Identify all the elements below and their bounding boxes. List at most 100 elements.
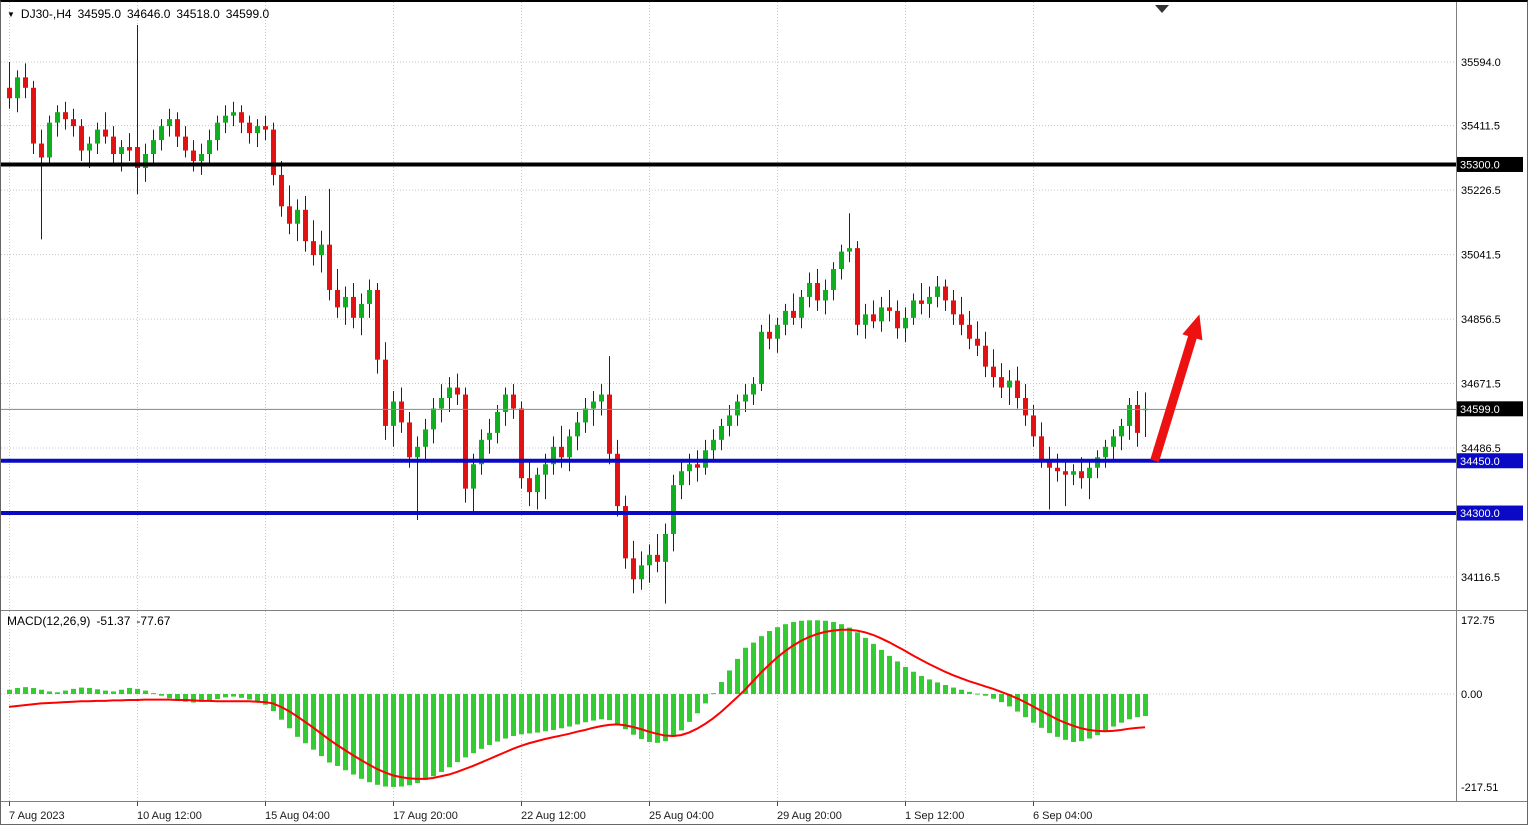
macd-histogram-bar bbox=[631, 694, 636, 735]
axis-label: 34856.5 bbox=[1461, 314, 1501, 326]
macd-histogram-bar bbox=[719, 682, 724, 694]
symbol-info: ▼ DJ30-,H4 34595.0 34646.0 34518.0 34599.0 bbox=[7, 7, 275, 21]
axis-label: 34671.5 bbox=[1461, 379, 1501, 391]
bear-candle-body bbox=[791, 310, 796, 318]
macd-histogram-bar bbox=[399, 694, 404, 787]
macd-histogram-bar bbox=[559, 694, 564, 729]
bull-candle-body bbox=[759, 331, 764, 385]
bull-candle-body bbox=[639, 565, 644, 580]
macd-main-value: -51.37 bbox=[96, 614, 131, 628]
macd-indicator-label: MACD(12,26,9) -51.37 -77.67 bbox=[7, 614, 176, 628]
macd-histogram-bar bbox=[519, 694, 524, 735]
bear-candle-body bbox=[335, 289, 340, 308]
macd-histogram-bar bbox=[351, 694, 356, 775]
bull-candle-body bbox=[543, 464, 548, 475]
macd-histogram-bar bbox=[1111, 694, 1116, 727]
macd-histogram-bar bbox=[415, 694, 420, 784]
macd-histogram-bar bbox=[39, 689, 44, 694]
macd-histogram-bar bbox=[647, 694, 652, 742]
symbol-marker-icon: ▼ bbox=[7, 10, 15, 19]
time-axis-label: 22 Aug 12:00 bbox=[521, 810, 586, 822]
symbol-period-label: DJ30-,H4 bbox=[20, 7, 72, 21]
macd-histogram-bar bbox=[343, 694, 348, 771]
macd-signal-value: -77.67 bbox=[136, 614, 171, 628]
bear-candle-body bbox=[1031, 415, 1036, 437]
macd-histogram-bar bbox=[383, 694, 388, 787]
macd-histogram-bar bbox=[871, 643, 876, 694]
bull-candle-body bbox=[151, 140, 156, 155]
macd-histogram-bar bbox=[47, 691, 52, 694]
macd-histogram-bar bbox=[1031, 694, 1036, 723]
bull-candle-body bbox=[231, 112, 236, 116]
macd-histogram-bar bbox=[103, 690, 108, 694]
bull-candle-body bbox=[479, 439, 484, 465]
bull-candle-body bbox=[839, 251, 844, 270]
macd-histogram-bar bbox=[1119, 694, 1124, 723]
bear-candle-body bbox=[311, 241, 316, 256]
time-axis-label: 17 Aug 20:00 bbox=[393, 810, 458, 822]
axis-label: 35594.0 bbox=[1461, 57, 1501, 69]
macd-histogram-bar bbox=[575, 694, 580, 725]
bull-candle-body bbox=[671, 485, 676, 534]
bear-candle-body bbox=[1039, 436, 1044, 461]
bear-candle-body bbox=[1063, 471, 1068, 475]
macd-histogram-bar bbox=[599, 694, 604, 720]
bull-candle-body bbox=[415, 446, 420, 458]
bull-candle-body bbox=[863, 314, 868, 325]
bear-candle-body bbox=[271, 129, 276, 175]
macd-histogram-bar bbox=[423, 694, 428, 781]
time-axis-label: 6 Sep 04:00 bbox=[1033, 810, 1092, 822]
macd-histogram-bar bbox=[855, 632, 860, 694]
bear-candle-body bbox=[263, 126, 268, 130]
macd-histogram-bar bbox=[1087, 694, 1092, 739]
macd-histogram-bar bbox=[135, 688, 140, 694]
bull-candle-body bbox=[711, 439, 716, 451]
bull-candle-body bbox=[663, 533, 668, 562]
macd-histogram-bar bbox=[471, 694, 476, 754]
macd-histogram-bar bbox=[375, 694, 380, 785]
bear-candle-body bbox=[951, 300, 956, 315]
time-axis-label: 7 Aug 2023 bbox=[9, 810, 65, 822]
macd-histogram-bar bbox=[663, 694, 668, 742]
macd-histogram-bar bbox=[967, 691, 972, 694]
macd-histogram-bar bbox=[143, 690, 148, 694]
macd-histogram-bar bbox=[671, 694, 676, 737]
macd-histogram-bar bbox=[919, 676, 924, 694]
macd-histogram-bar bbox=[1103, 694, 1108, 731]
macd-histogram-bar bbox=[319, 694, 324, 757]
price-badge-label: 34450.0 bbox=[1460, 456, 1500, 468]
bull-candle-body bbox=[431, 408, 436, 430]
bull-candle-body bbox=[295, 209, 300, 224]
macd-histogram-bar bbox=[63, 690, 68, 694]
macd-histogram-bar bbox=[815, 620, 820, 694]
axis-label: 34486.5 bbox=[1461, 443, 1501, 455]
bull-candle-body bbox=[15, 77, 20, 99]
bull-candle-body bbox=[583, 408, 588, 423]
macd-histogram-bar bbox=[799, 620, 804, 694]
macd-histogram-bar bbox=[911, 671, 916, 694]
bear-candle-body bbox=[919, 300, 924, 304]
bear-candle-body bbox=[23, 77, 28, 88]
macd-histogram-bar bbox=[151, 693, 156, 695]
macd-histogram-bar bbox=[7, 689, 12, 694]
bull-candle-body bbox=[439, 398, 444, 409]
macd-histogram-bar bbox=[879, 649, 884, 694]
macd-histogram-bar bbox=[927, 679, 932, 694]
bear-candle-body bbox=[375, 289, 380, 360]
bear-candle-body bbox=[999, 377, 1004, 388]
macd-histogram-bar bbox=[119, 689, 124, 694]
bull-candle-body bbox=[471, 464, 476, 489]
bear-candle-body bbox=[407, 422, 412, 458]
bear-candle-body bbox=[655, 554, 660, 562]
macd-histogram-bar bbox=[1135, 694, 1140, 718]
macd-histogram-bar bbox=[655, 694, 660, 743]
bull-candle-body bbox=[831, 269, 836, 290]
chart-shift-marker-icon[interactable] bbox=[1155, 5, 1169, 13]
time-axis-label: 1 Sep 12:00 bbox=[905, 810, 964, 822]
breakout-arrow-head[interactable] bbox=[1182, 314, 1203, 341]
bull-candle-body bbox=[503, 394, 508, 412]
bear-candle-body bbox=[31, 87, 36, 144]
breakout-arrow-shaft[interactable] bbox=[1150, 330, 1199, 463]
bear-candle-body bbox=[455, 387, 460, 395]
